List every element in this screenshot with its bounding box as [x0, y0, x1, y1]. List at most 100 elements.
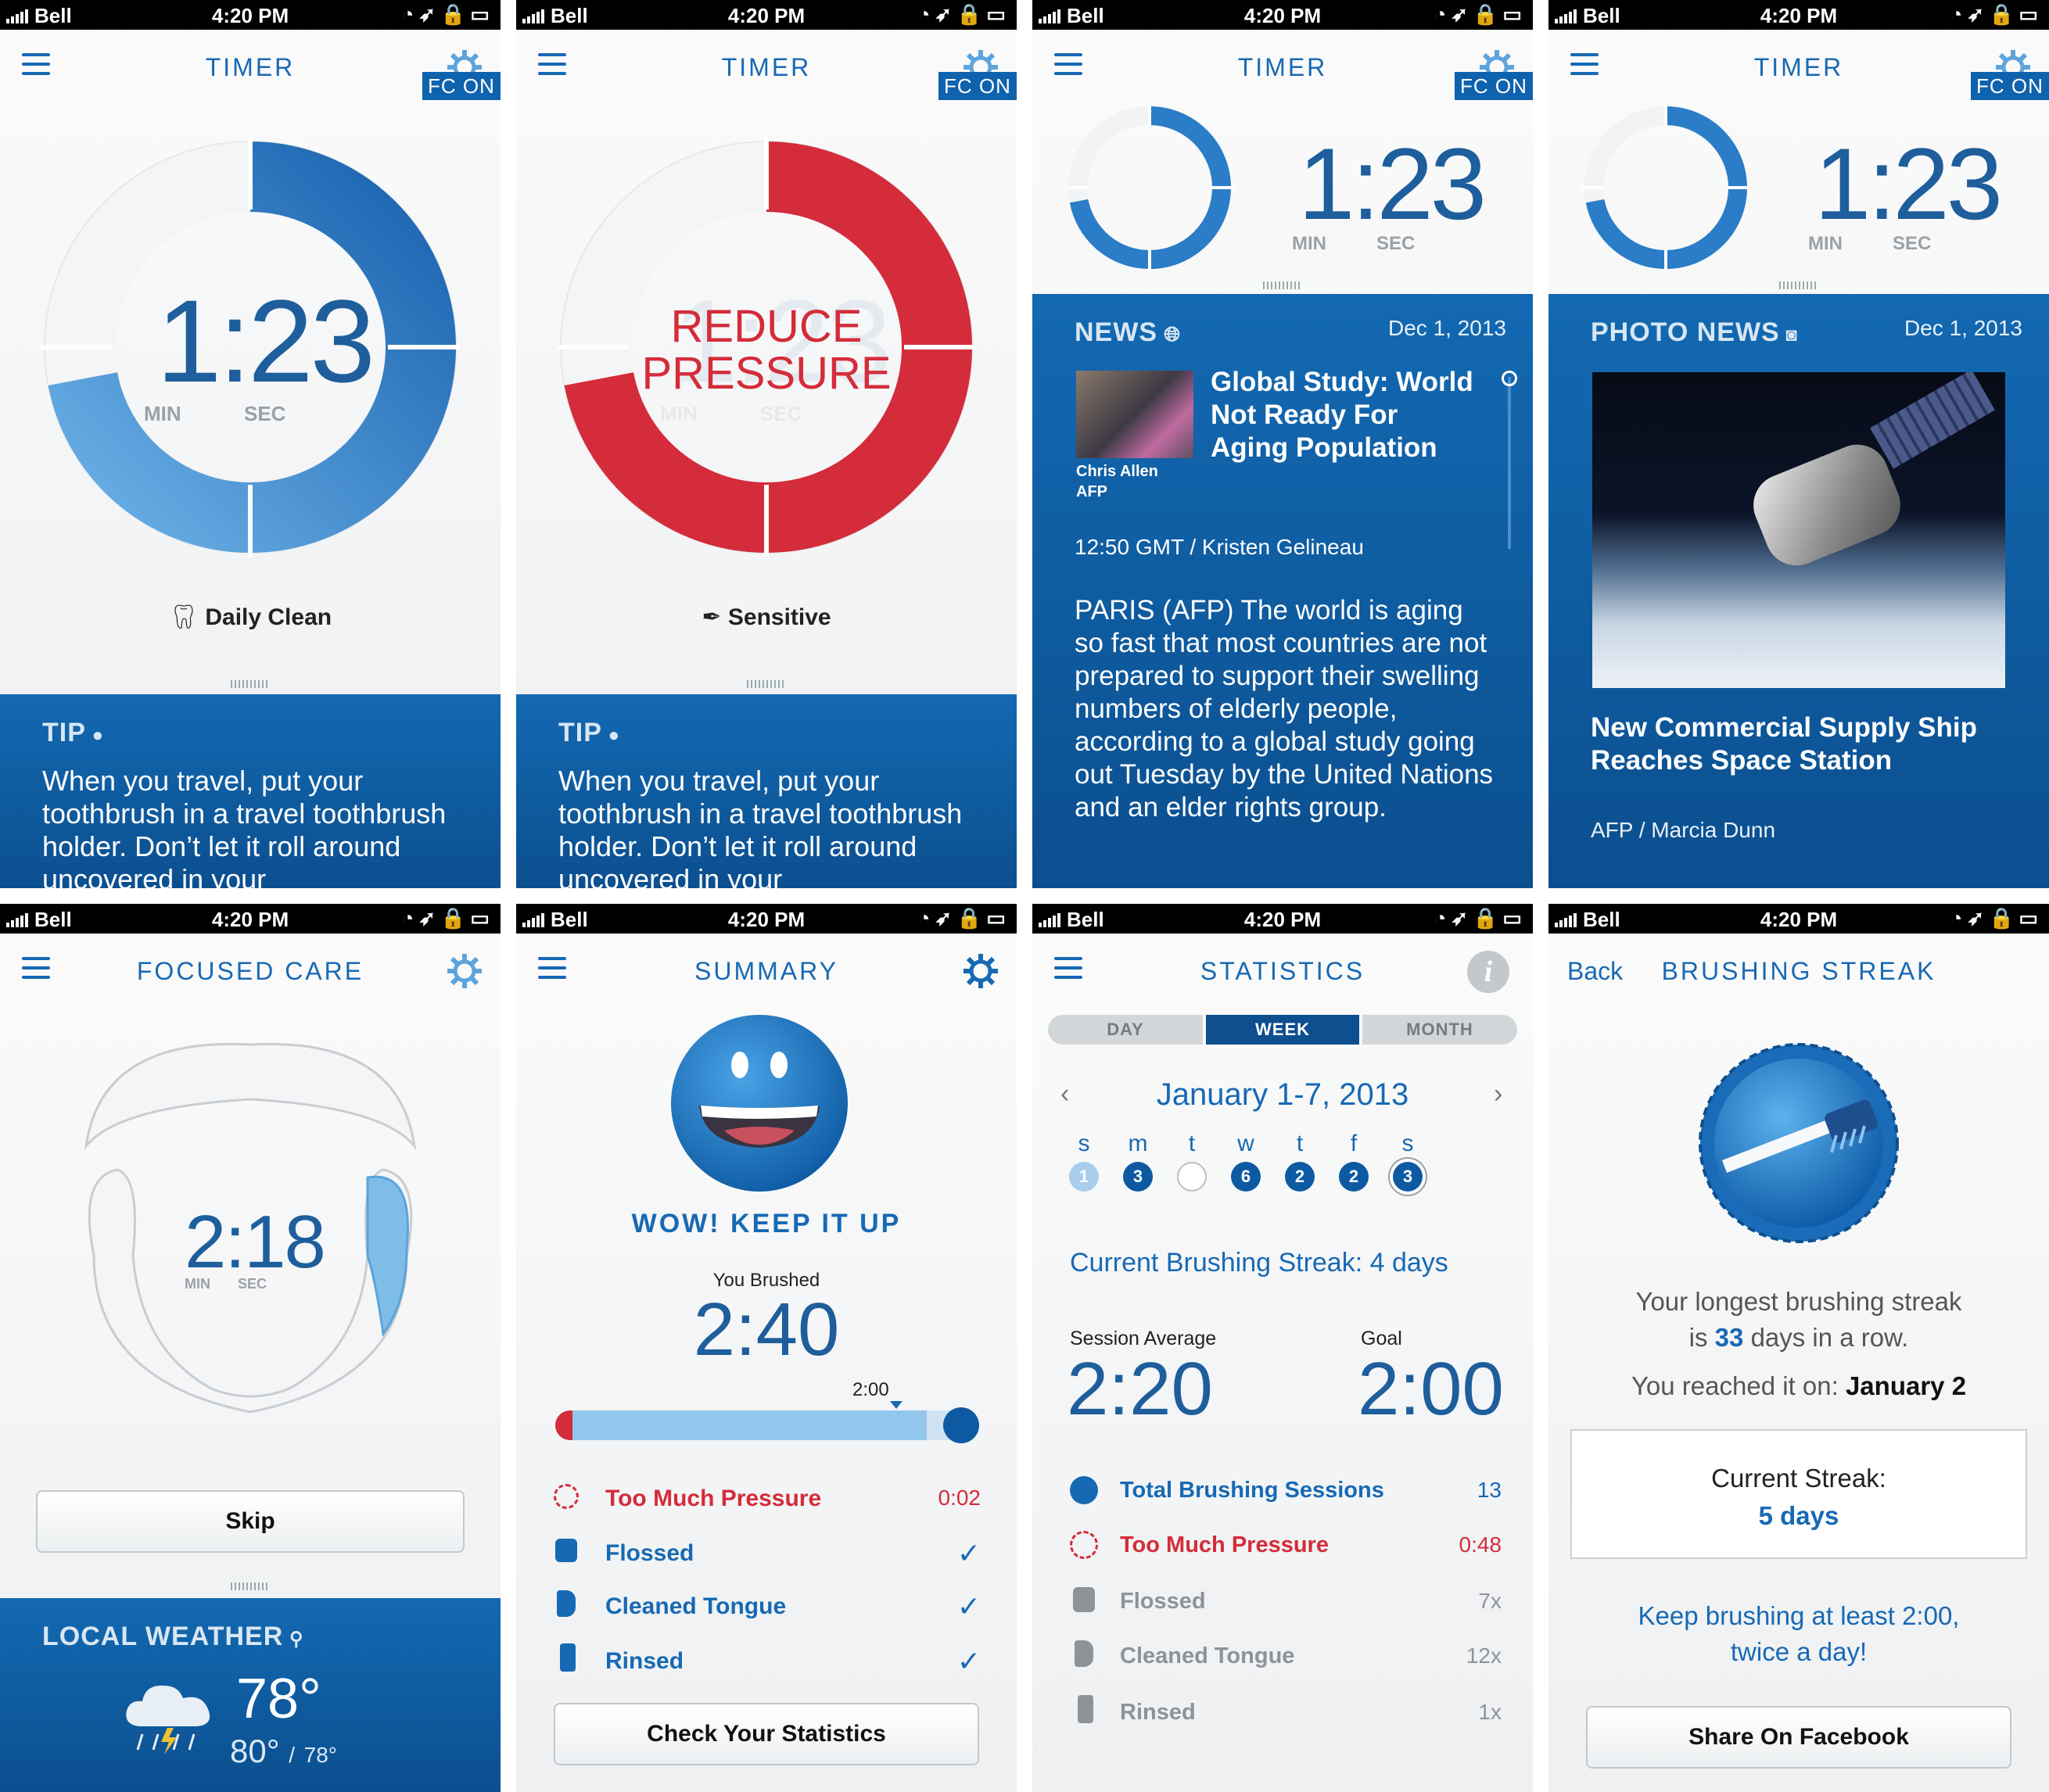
progress-knob[interactable]	[943, 1407, 979, 1443]
sec-label: SEC	[760, 402, 802, 425]
timer-value: 1:23	[1814, 127, 2003, 241]
news-date: Dec 1, 2013	[1388, 316, 1506, 340]
mode-label[interactable]: 🦷︎ Daily Clean	[0, 604, 501, 631]
camera-icon: ◙	[1779, 324, 1798, 346]
gear-icon[interactable]	[446, 952, 483, 990]
page-title: BRUSHING STREAK	[1661, 957, 1936, 985]
day-letter: f	[1350, 1131, 1358, 1156]
summary-row-label: Too Much Pressure	[605, 1486, 822, 1511]
check-icon: ✓	[956, 1590, 981, 1622]
news-headline[interactable]: Global Study: World Not Ready For Aging …	[1211, 367, 1473, 463]
photo-news-screen: Bell 4:20 PM ◔➶🔒▭ TIMER FC ON 1:23 MIN S…	[1548, 0, 2049, 888]
menu-icon[interactable]	[22, 53, 50, 78]
tab-month[interactable]: MONTH	[1362, 1015, 1517, 1045]
reached-label: You reached it on:	[1631, 1371, 1839, 1400]
tip-text: When you travel, put your toothbrush in …	[42, 765, 447, 888]
status-time: 4:20 PM	[1243, 4, 1322, 27]
carrier-label: Bell	[551, 908, 588, 931]
status-icons: ◔➶🔒▭	[401, 2, 494, 26]
menu-icon[interactable]	[22, 957, 50, 982]
fc-badge: FC ON	[422, 72, 501, 100]
news-body: PARIS (AFP) The world is aging so fast t…	[1075, 595, 1494, 823]
news-panel[interactable]: NEWS 🌐︎ Dec 1, 2013 Chris Allen AFP Glob…	[1032, 294, 1533, 888]
status-icons: ◔➶🔒▭	[917, 2, 1010, 26]
menu-icon[interactable]	[1054, 53, 1082, 78]
day-count-badge	[1177, 1162, 1207, 1192]
back-button[interactable]: Back	[1567, 957, 1624, 985]
tooth-icon: 🦷︎	[168, 604, 206, 630]
photo-headline[interactable]: New Commercial Supply Ship Reaches Space…	[1591, 712, 1977, 776]
news-scroll-thumb[interactable]	[1502, 371, 1517, 386]
share-facebook-button[interactable]: Share On Facebook	[1586, 1706, 2011, 1769]
page-title: STATISTICS	[1200, 957, 1365, 985]
menu-icon[interactable]	[1570, 53, 1599, 78]
status-bar: Bell 4:20 PM ◔➶🔒▭	[1032, 904, 1533, 934]
drawer-handle[interactable]	[1263, 281, 1302, 289]
drawer-handle[interactable]	[1779, 281, 1818, 289]
mode-label[interactable]: ✒ Sensitive	[516, 604, 1017, 631]
rinse-bottle-icon	[560, 1643, 576, 1672]
space-photo[interactable]	[1592, 372, 2005, 688]
min-label: MIN	[1292, 233, 1326, 254]
current-temp: 78°	[236, 1668, 321, 1730]
status-time: 4:20 PM	[1760, 908, 1838, 931]
summary-row-value: 0:02	[938, 1486, 981, 1510]
summary-row-flossed: Flossed ✓	[516, 1529, 1017, 1576]
temp-range: 80° / 78°	[230, 1733, 337, 1770]
menu-icon[interactable]	[1054, 957, 1082, 982]
pressure-icon	[554, 1484, 579, 1509]
news-screen: Bell 4:20 PM ◔➶🔒▭ TIMER FC ON 1:23 MIN S…	[1032, 0, 1533, 888]
tip-panel[interactable]: TIP ● When you travel, put your toothbru…	[516, 694, 1017, 888]
timer-value: 1:23	[1298, 127, 1487, 241]
brushed-label: You Brushed	[712, 1270, 820, 1291]
longest-streak-number: 33	[1714, 1323, 1744, 1352]
gear-icon[interactable]	[962, 952, 999, 990]
floss-icon	[555, 1539, 577, 1562]
day-letter: m	[1128, 1131, 1148, 1156]
drawer-handle[interactable]	[231, 680, 270, 688]
news-scrollbar[interactable]	[1508, 377, 1511, 549]
toothbrush-badge-icon	[1699, 1043, 1899, 1243]
menu-icon[interactable]	[538, 53, 566, 78]
status-bar: Bell 4:20 PM ◔➶🔒▭	[1032, 0, 1533, 30]
info-icon[interactable]: i	[1467, 951, 1509, 993]
status-icons: ◔➶🔒▭	[1434, 906, 1527, 930]
carrier-label: Bell	[1067, 4, 1104, 27]
day-2[interactable]: t	[1176, 1131, 1208, 1192]
signal-icon	[522, 913, 547, 927]
mini-timer-ring	[1581, 103, 1750, 272]
news-thumbnail[interactable]	[1076, 371, 1193, 458]
tip-panel[interactable]: TIP ● When you travel, put your toothbru…	[0, 694, 501, 888]
menu-icon[interactable]	[538, 957, 566, 982]
drawer-handle[interactable]	[231, 1582, 270, 1590]
skip-button[interactable]: Skip	[36, 1490, 465, 1553]
timer-screen-sensitive: Bell 4:20 PM ◔➶🔒▭ TIMER FC ON 1:23 MIN S…	[516, 0, 1017, 888]
day-count-badge: 1	[1069, 1162, 1099, 1192]
timer-value: 1:23	[156, 275, 375, 407]
check-icon: ✓	[956, 1645, 981, 1677]
day-letter: t	[1296, 1131, 1304, 1156]
status-icons: ◔➶🔒▭	[1434, 2, 1527, 26]
tab-week[interactable]: WEEK	[1206, 1015, 1359, 1045]
summary-row-label: Cleaned Tongue	[605, 1593, 787, 1619]
tab-day[interactable]: DAY	[1048, 1015, 1203, 1045]
carrier-label: Bell	[34, 4, 72, 27]
tongue-icon	[557, 1590, 576, 1617]
day-letter: w	[1237, 1131, 1254, 1156]
brushing-progress-bar	[555, 1410, 978, 1440]
check-statistics-button[interactable]: Check Your Statistics	[554, 1703, 979, 1765]
day-count-badge: 3	[1123, 1162, 1153, 1192]
longest-streak-line2: is 33 days in a row.	[1688, 1323, 1909, 1352]
drawer-handle[interactable]	[747, 680, 786, 688]
teeth-diagram[interactable]	[70, 1021, 430, 1420]
weather-panel[interactable]: LOCAL WEATHER ⚲ 78° 80° / 78°	[0, 1598, 501, 1792]
min-label: MIN	[144, 402, 181, 425]
check-icon: ✓	[956, 1537, 981, 1569]
photo-news-panel[interactable]: PHOTO NEWS ◙ Dec 1, 2013 New Commercial …	[1548, 294, 2049, 888]
